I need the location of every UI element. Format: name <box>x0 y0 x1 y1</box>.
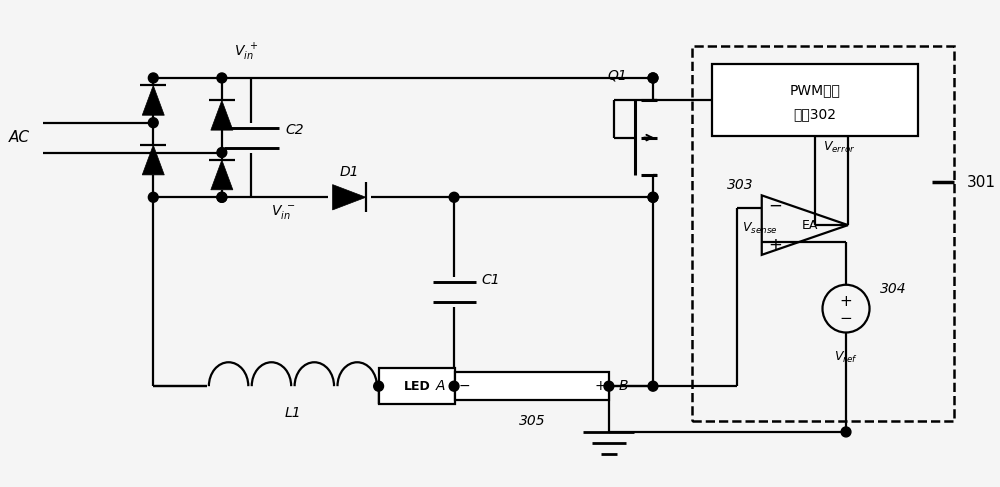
Bar <box>712 64 918 135</box>
Circle shape <box>648 73 658 83</box>
Text: PWM控制: PWM控制 <box>789 83 840 97</box>
Text: $V_{error}$: $V_{error}$ <box>823 140 855 155</box>
Text: EA: EA <box>802 219 818 232</box>
Circle shape <box>648 381 658 391</box>
Polygon shape <box>211 100 233 130</box>
Circle shape <box>449 381 459 391</box>
Polygon shape <box>142 85 164 115</box>
Polygon shape <box>142 145 164 175</box>
Text: $V_{in}^{\ -}$: $V_{in}^{\ -}$ <box>271 203 295 221</box>
Circle shape <box>648 192 658 202</box>
Circle shape <box>148 73 158 83</box>
Text: AC: AC <box>9 130 30 145</box>
Text: $V_{ref}$: $V_{ref}$ <box>834 350 858 365</box>
Circle shape <box>217 148 227 157</box>
Text: 305: 305 <box>519 414 545 428</box>
Text: L1: L1 <box>285 406 301 420</box>
Circle shape <box>148 192 158 202</box>
Text: 304: 304 <box>880 282 907 296</box>
Text: C1: C1 <box>482 273 500 287</box>
Text: LED: LED <box>403 380 430 393</box>
Text: C2: C2 <box>286 123 304 137</box>
Text: $V_{sense}$: $V_{sense}$ <box>742 221 778 236</box>
Text: A: A <box>436 379 445 393</box>
Circle shape <box>217 192 227 202</box>
Text: $V_{in}^{\ +}$: $V_{in}^{\ +}$ <box>234 42 259 63</box>
Text: +: + <box>594 379 606 393</box>
Polygon shape <box>333 185 366 210</box>
Text: 301: 301 <box>967 175 996 190</box>
Bar <box>455 372 609 400</box>
Polygon shape <box>211 160 233 190</box>
Circle shape <box>648 73 658 83</box>
Text: D1: D1 <box>339 166 359 179</box>
Text: 电路302: 电路302 <box>793 107 836 121</box>
Text: −: − <box>840 311 852 326</box>
Text: −: − <box>458 379 470 393</box>
Circle shape <box>374 381 384 391</box>
Circle shape <box>648 192 658 202</box>
Circle shape <box>604 381 614 391</box>
Text: +: + <box>769 236 782 254</box>
Text: 303: 303 <box>727 178 754 192</box>
Text: Q1: Q1 <box>608 69 628 83</box>
Bar <box>692 46 954 421</box>
Text: B: B <box>619 379 628 393</box>
Circle shape <box>841 427 851 437</box>
Circle shape <box>217 192 227 202</box>
Text: +: + <box>840 294 852 309</box>
Bar <box>379 368 455 404</box>
Circle shape <box>217 73 227 83</box>
Circle shape <box>148 118 158 128</box>
Circle shape <box>449 192 459 202</box>
Text: −: − <box>769 196 782 214</box>
